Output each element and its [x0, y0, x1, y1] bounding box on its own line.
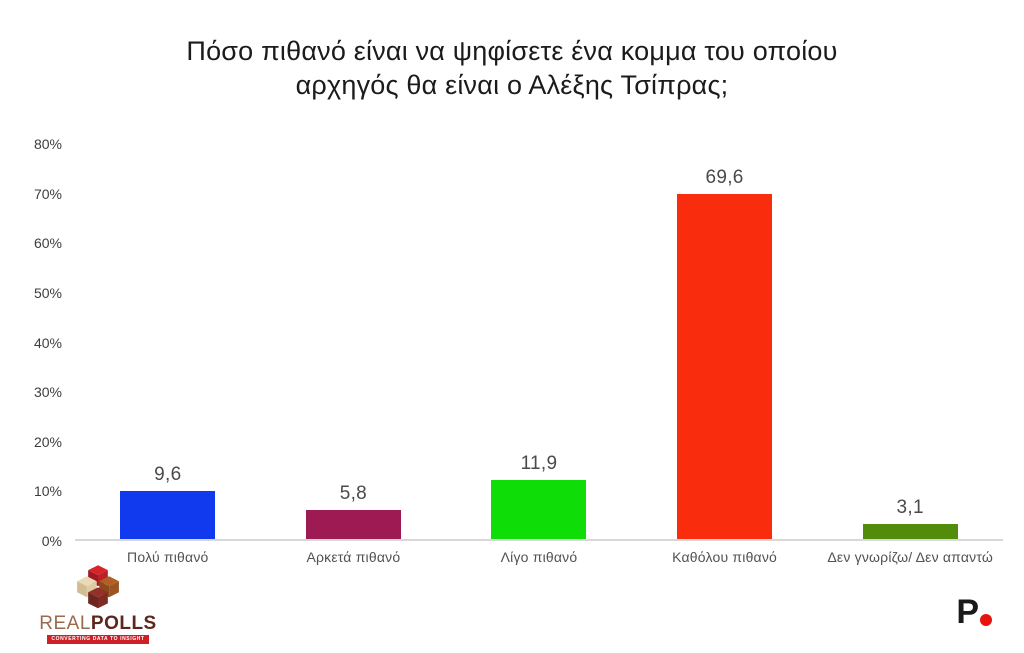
bar	[305, 510, 401, 539]
x-category-label: Αρκετά πιθανό	[306, 549, 401, 565]
protagon-dot-icon	[980, 613, 992, 626]
x-category-label: Πολύ πιθανό	[127, 549, 209, 565]
realpolls-cubes-icon	[77, 565, 119, 609]
plot-area: 9,6 5,8 11,9 69,6 3,1	[75, 144, 1003, 541]
bar-value-label: 3,1	[896, 496, 924, 518]
bar-value-label: 11,9	[520, 452, 558, 474]
bar	[862, 523, 958, 539]
realpolls-wordmark-polls: POLLS	[90, 613, 157, 634]
x-category-label: Δεν γνωρίζω/ Δεν απαντώ	[827, 549, 993, 565]
protagon-letter: P	[956, 593, 979, 631]
y-tick-label: 30%	[33, 384, 62, 401]
y-tick-label: 80%	[33, 136, 62, 152]
y-tick-label: 0%	[41, 533, 62, 549]
bar-group: 5,8	[261, 144, 447, 539]
bar	[677, 193, 773, 539]
bar-value-label: 5,8	[339, 483, 368, 505]
x-category-label: Λίγο πιθανό	[500, 549, 578, 565]
y-tick-label: 40%	[33, 334, 62, 351]
bar-group: 11,9	[446, 144, 632, 539]
y-tick-label: 60%	[33, 235, 62, 252]
realpolls-wordmark-real: REAL	[39, 613, 91, 634]
chart-title-line2: αρχηγός θα είναι ο Αλέξης Τσίπρας;	[295, 70, 729, 101]
y-tick-label: 70%	[33, 185, 62, 202]
bar-group: 69,6	[632, 144, 818, 539]
chart-title: Πόσο πιθανό είναι να ψηφίσετε ένα κομμα …	[0, 34, 1024, 102]
y-axis: 0% 10% 20% 30% 40% 50% 60% 70% 80%	[0, 136, 62, 549]
x-axis: Πολύ πιθανό Αρκετά πιθανό Λίγο πιθανό Καθόλ…	[75, 549, 1003, 565]
bar-value-label: 9,6	[154, 464, 182, 486]
bar-group: 3,1	[817, 144, 1003, 539]
x-category-label: Καθόλου πιθανό	[672, 549, 778, 565]
protagon-logo: P	[956, 593, 992, 631]
realpolls-logo: REALPOLLS CONVERTING DATA TO INSIGHT	[30, 564, 166, 644]
y-tick-label: 50%	[33, 284, 62, 301]
realpolls-wordmark: REALPOLLS	[39, 614, 156, 633]
y-tick-label: 10%	[33, 483, 62, 500]
chart-title-line1: Πόσο πιθανό είναι να ψηφίσετε ένα κομμα …	[186, 36, 838, 66]
bar	[120, 491, 216, 539]
bar	[491, 479, 587, 539]
y-tick-label: 20%	[33, 433, 62, 450]
bar-value-label: 69,6	[705, 166, 744, 188]
bar-group: 9,6	[75, 144, 261, 539]
realpolls-tagline: CONVERTING DATA TO INSIGHT	[47, 635, 149, 644]
